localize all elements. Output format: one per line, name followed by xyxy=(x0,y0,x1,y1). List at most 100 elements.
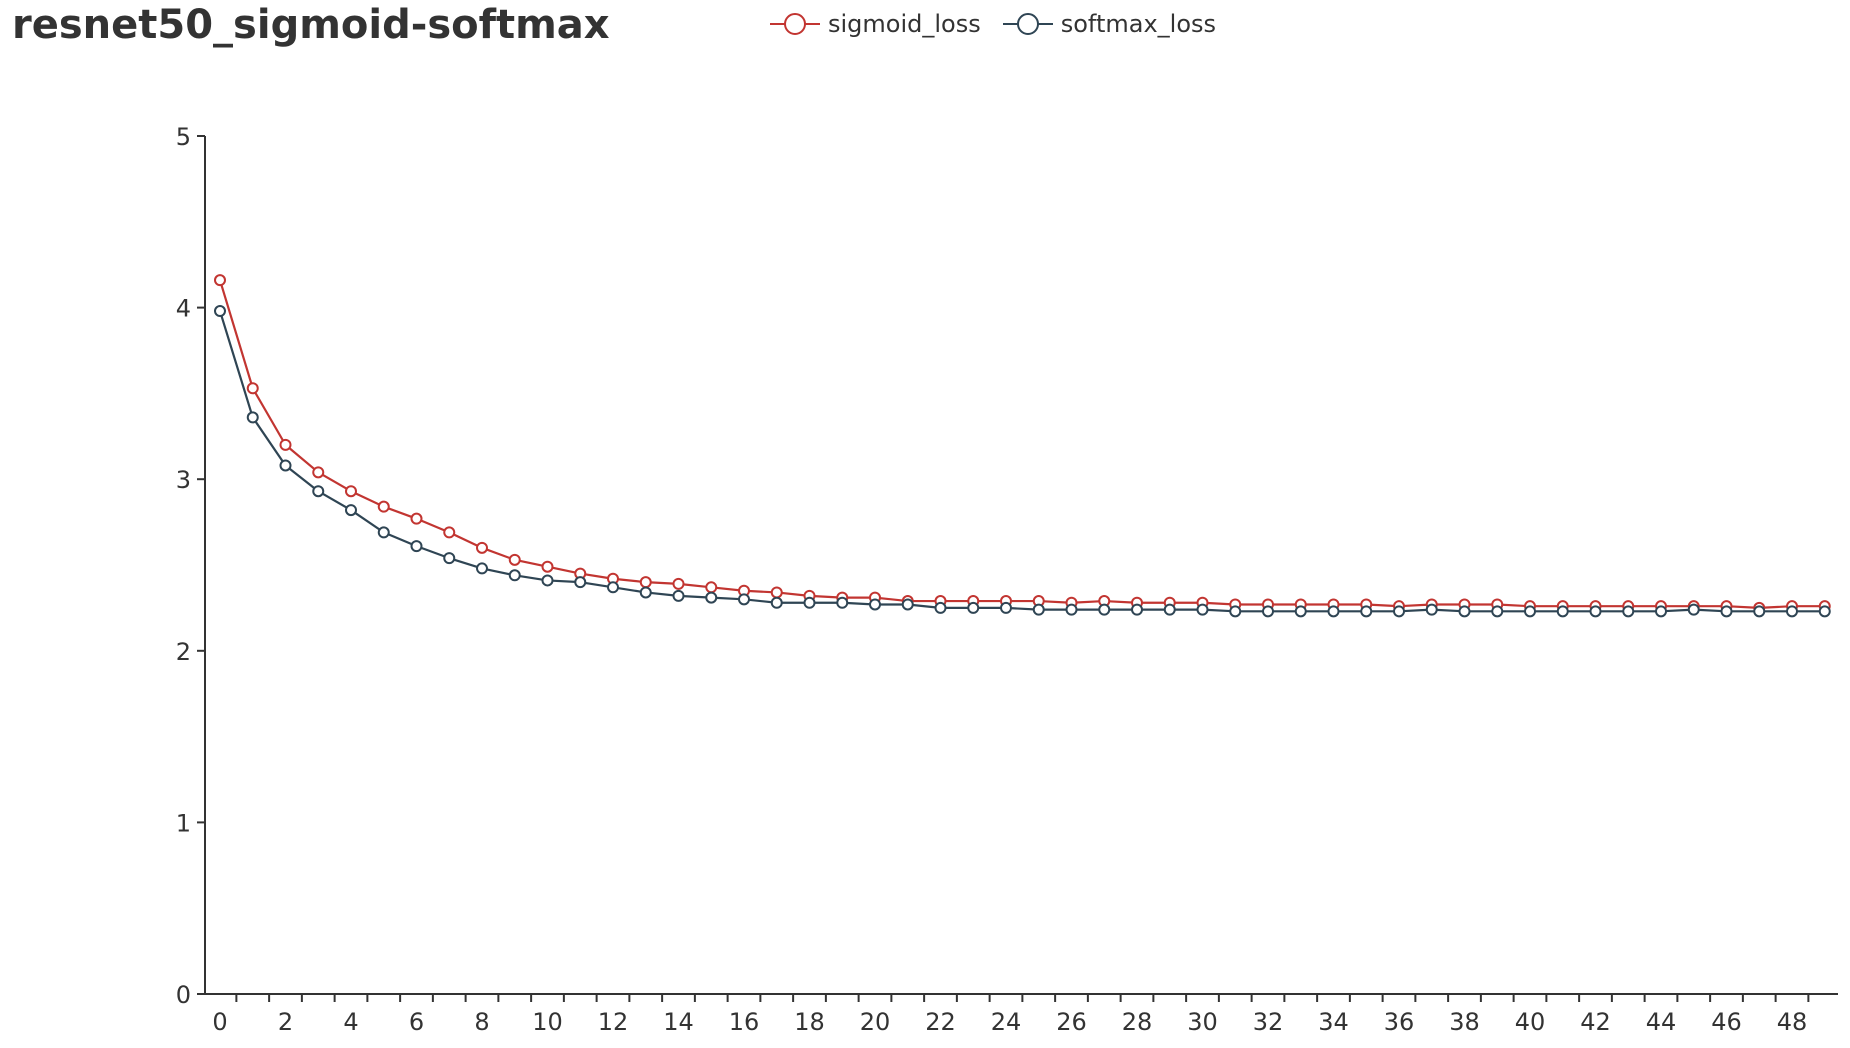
data-point-softmax-loss xyxy=(377,526,390,539)
data-point-sigmoid-loss xyxy=(705,581,718,594)
x-tick-label: 28 xyxy=(1122,1008,1153,1036)
data-point-softmax-loss xyxy=(508,569,521,582)
x-tick-label: 2 xyxy=(278,1008,293,1036)
data-point-softmax-loss xyxy=(1131,603,1143,616)
data-point-softmax-loss xyxy=(279,459,292,472)
data-point-softmax-loss xyxy=(410,540,423,553)
data-point-sigmoid-loss xyxy=(443,526,456,539)
legend-softmax-loss-label: softmax_loss xyxy=(1060,10,1217,38)
data-point-sigmoid-loss xyxy=(672,577,685,590)
data-point-softmax-loss xyxy=(639,586,652,599)
legend-item-softmax-loss[interactable]: softmax_loss xyxy=(1002,9,1217,39)
data-point-sigmoid-loss xyxy=(770,586,783,599)
x-tick-label: 44 xyxy=(1646,1008,1677,1036)
x-tick-label: 12 xyxy=(598,1008,629,1036)
data-point-softmax-loss xyxy=(901,598,914,611)
x-tick-label: 22 xyxy=(925,1008,956,1036)
x-tick-label: 42 xyxy=(1580,1008,1611,1036)
series-sigmoid-loss xyxy=(214,274,1831,614)
data-point-sigmoid-loss xyxy=(345,485,357,498)
data-point-softmax-loss xyxy=(803,596,816,609)
data-point-softmax-loss xyxy=(1491,605,1504,618)
data-point-sigmoid-loss xyxy=(377,500,390,513)
data-point-softmax-loss xyxy=(1458,605,1471,618)
series-softmax-loss xyxy=(214,305,1831,618)
data-point-softmax-loss xyxy=(672,589,685,602)
data-point-sigmoid-loss xyxy=(246,382,259,395)
data-point-softmax-loss xyxy=(1753,605,1766,618)
data-point-softmax-loss xyxy=(1163,603,1176,616)
data-point-softmax-loss xyxy=(1000,601,1012,614)
data-point-softmax-loss xyxy=(574,576,587,589)
y-tick-label: 2 xyxy=(176,638,191,666)
x-tick-label: 46 xyxy=(1711,1008,1742,1036)
x-tick-label: 16 xyxy=(729,1008,760,1036)
data-point-softmax-loss xyxy=(1589,605,1602,618)
data-point-softmax-loss xyxy=(770,596,783,609)
data-point-sigmoid-loss xyxy=(541,560,554,573)
data-point-softmax-loss xyxy=(246,411,259,424)
x-tick-label: 30 xyxy=(1187,1008,1218,1036)
data-point-softmax-loss xyxy=(1065,603,1078,616)
data-point-softmax-loss xyxy=(345,504,357,517)
data-point-softmax-loss xyxy=(934,601,947,614)
x-tick-label: 38 xyxy=(1449,1008,1480,1036)
data-point-softmax-loss xyxy=(541,574,554,587)
chart-title: resnet50_sigmoid-softmax xyxy=(12,2,610,48)
data-point-sigmoid-loss xyxy=(508,553,521,566)
data-point-softmax-loss xyxy=(214,305,226,318)
x-tick-label: 4 xyxy=(343,1008,358,1036)
data-point-softmax-loss xyxy=(1818,605,1831,618)
data-point-softmax-loss xyxy=(1294,605,1307,618)
x-tick-label: 24 xyxy=(991,1008,1022,1036)
x-tick-label: 40 xyxy=(1515,1008,1546,1036)
data-point-sigmoid-loss xyxy=(279,438,292,451)
x-tick-label: 34 xyxy=(1318,1008,1349,1036)
data-point-softmax-loss xyxy=(1098,603,1111,616)
data-point-softmax-loss xyxy=(1622,605,1635,618)
legend-sigmoid-loss-icon xyxy=(770,13,820,35)
y-tick-label: 4 xyxy=(176,295,191,323)
data-point-sigmoid-loss xyxy=(639,576,652,589)
x-tick-label: 20 xyxy=(860,1008,891,1036)
y-tick-label: 1 xyxy=(176,809,191,837)
x-tick-label: 36 xyxy=(1384,1008,1415,1036)
x-tick-label: 8 xyxy=(474,1008,489,1036)
data-point-sigmoid-loss xyxy=(312,466,325,479)
data-point-softmax-loss xyxy=(1786,605,1798,618)
data-point-softmax-loss xyxy=(869,598,881,611)
data-point-softmax-loss xyxy=(705,591,718,604)
y-tick-label: 5 xyxy=(176,123,191,151)
x-tick-label: 14 xyxy=(663,1008,694,1036)
series-line-sigmoid-loss xyxy=(218,279,1825,610)
legend-item-sigmoid-loss[interactable]: sigmoid_loss xyxy=(770,9,981,39)
data-point-softmax-loss xyxy=(1720,605,1733,618)
y-tick-label: 0 xyxy=(176,981,191,1009)
legend-softmax-loss-icon xyxy=(1002,13,1053,35)
x-tick-label: 32 xyxy=(1253,1008,1284,1036)
x-tick-label: 48 xyxy=(1777,1008,1808,1036)
data-point-sigmoid-loss xyxy=(214,274,226,287)
data-point-softmax-loss xyxy=(1556,605,1569,618)
x-tick-label: 18 xyxy=(794,1008,825,1036)
data-point-softmax-loss xyxy=(1393,605,1405,618)
data-point-sigmoid-loss xyxy=(410,512,423,525)
data-point-softmax-loss xyxy=(836,596,849,609)
data-point-softmax-loss xyxy=(1327,605,1340,618)
data-point-sigmoid-loss xyxy=(476,541,488,554)
data-point-softmax-loss xyxy=(312,485,325,498)
data-point-softmax-loss xyxy=(1196,603,1209,616)
x-tick-label: 10 xyxy=(532,1008,563,1036)
legend-sigmoid-loss-label: sigmoid_loss xyxy=(828,10,981,38)
x-tick-label: 6 xyxy=(409,1008,424,1036)
data-point-softmax-loss xyxy=(443,552,456,565)
series-line-softmax-loss xyxy=(218,310,1825,613)
data-point-softmax-loss xyxy=(1032,603,1045,616)
data-point-softmax-loss xyxy=(1687,603,1700,616)
data-point-softmax-loss xyxy=(476,562,488,575)
x-tick-label: 0 xyxy=(212,1008,227,1036)
data-point-softmax-loss xyxy=(738,593,750,606)
series-layer xyxy=(214,274,1831,618)
legend-sigmoid-loss-circle xyxy=(784,13,806,35)
